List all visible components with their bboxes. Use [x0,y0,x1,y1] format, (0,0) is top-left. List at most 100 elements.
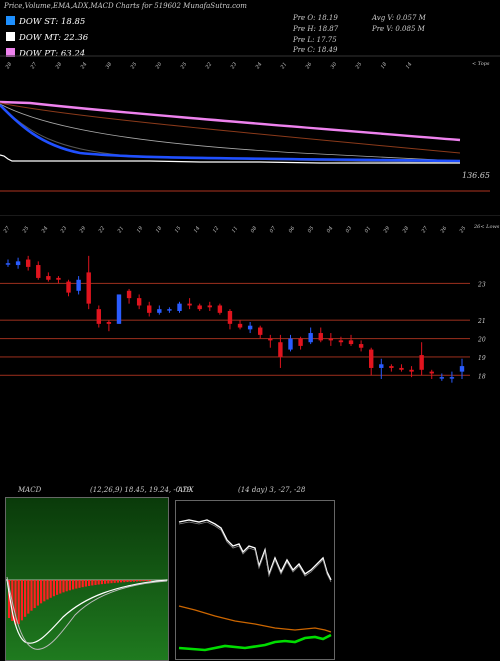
candle-body [237,323,243,328]
price-date-label: 07 [269,225,278,234]
adx-line [178,519,332,581]
price-date-label: 14 [193,225,202,234]
ema-chart: 28 27 28 24 38 25 20 25 22 23 24 21 26 30 25 18 14 136.6… [0,55,500,192]
candle-body [338,340,344,343]
price-date-label: 29 [78,225,88,235]
candle-body [147,305,152,313]
macd-histogram-bar [94,580,97,585]
candle-body [268,338,273,341]
prev-volume: Pre V: 0.085 M [372,25,425,33]
macd-histogram-bar [126,580,129,583]
macd-histogram-bar [49,580,52,598]
top-date-label: 27 [29,61,39,71]
candle-body [167,309,172,311]
di-plus-line [178,633,332,652]
legend-dow-pt: DOW PT: 63.24 [6,48,176,59]
adx-frame [175,500,335,660]
price-date-label: 06 [288,225,297,234]
legend-dow-mt: DOW MT: 22.36 [6,32,176,43]
candle-body [86,272,91,304]
macd-background [6,498,168,660]
macd-histogram-bar [24,580,27,617]
price-date-label: 29 [382,225,392,235]
price-date-label: 24 [40,225,49,234]
candle-body [217,305,223,313]
candle-body [5,263,11,265]
macd-histogram-bar [113,580,116,583]
candle-body [278,342,283,357]
chart-title: Price,Volume,EMA,ADX,MACD Charts for 519… [4,2,247,10]
ema-mid-line [0,103,461,162]
ohlc-low: Pre L: 17.75 [293,36,337,44]
candle-body [298,338,303,346]
top-date-label: 28 [54,61,63,70]
candle-body [76,279,81,291]
macd-histogram-bar [91,580,94,586]
top-date-label: 22 [204,61,213,70]
price-date-label: 11 [231,225,240,234]
macd-histogram-bar [46,580,49,600]
macd-histogram-bar [123,580,126,583]
candle-body [227,310,233,324]
price-date-label: 15 [174,225,183,234]
legend-label-mt: DOW MT: 22.36 [19,33,89,43]
candle-body [328,338,334,341]
macd-histogram-bar [88,580,91,586]
top-date-label: 25 [179,61,188,70]
macd-histogram-bar [81,580,84,588]
price-date-label: 04 [326,225,335,234]
candle-body [449,377,455,379]
candle-body [126,290,132,299]
candle-body [96,309,101,324]
top-date-label: 26 [304,61,314,71]
macd-histogram-bar [20,580,23,621]
top-date-label: 20 [154,61,164,71]
price-date-label: 21 [116,225,125,234]
top-date-label: 23 [229,61,238,70]
macd-histogram-bar [27,580,30,614]
macd-histogram-bar [72,580,75,590]
legend-label-pt: DOW PT: 63.24 [19,49,86,59]
price-date-axis: 27 25 24 23 29 22 21 19 18 15 14 12 11 08 07 06 05 04 03 01… [2,225,467,235]
price-date-label: 01 [364,225,373,234]
price-date-label: 23 [59,225,68,234]
price-date-label: 19 [136,225,145,234]
adx-chart [175,500,335,660]
macd-histogram-bar [52,580,55,597]
price-date-label: 27 [420,225,430,235]
lows-label: 26< Lows [473,224,500,230]
candle-body [247,325,253,330]
candle-body [207,305,212,308]
candle-body [399,367,404,370]
candle-body [25,259,31,267]
candle-body [258,327,263,335]
macd-histogram-bar [107,580,110,584]
ohlc-open: Pre O: 18.19 [293,14,338,22]
adx-line-shadow [178,521,332,583]
price-date-label: 27 [2,225,12,235]
macd-histogram-bar [100,580,103,585]
macd-histogram-bar [78,580,81,588]
macd-histogram-bar [120,580,123,583]
candle-body [56,277,61,280]
macd-chart [5,497,169,661]
candle-body [116,294,122,324]
candle-body [15,261,21,266]
ema-pt-line [0,100,461,142]
top-label: < Tops [472,61,490,67]
macd-histogram-bar [145,580,148,582]
candle-body [197,305,202,310]
price-level-label: 23 [477,281,486,288]
macd-histogram-bar [110,580,113,584]
candle-body [36,265,41,278]
macd-histogram-bar [30,580,33,611]
candle-body [288,338,293,350]
candle-body [187,303,192,306]
top-date-label: 30 [330,61,339,70]
price-chart: 27 25 24 23 29 22 21 19 18 15 14 12 11 08 07 06 05 04 03 01… [0,215,500,383]
macd-values: (12,26,9) 18.45, 19.24, -0.79 [90,486,192,494]
price-date-label: 18 [155,225,164,234]
avg-volume: Avg V: 0.057 M [372,14,426,22]
candle-body [369,349,374,368]
signal-line [6,576,168,650]
